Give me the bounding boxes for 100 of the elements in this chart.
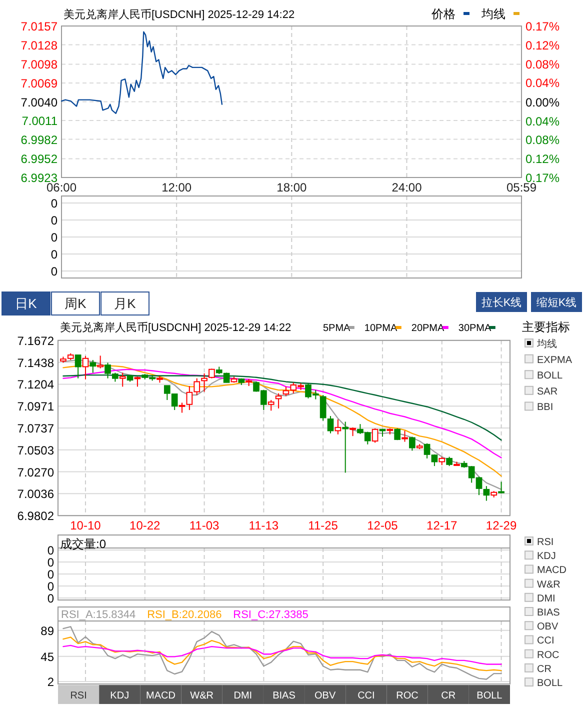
y-tick-label: 2 xyxy=(47,675,54,690)
tab: CCI xyxy=(346,685,387,704)
y-tick-label: 6.9952 xyxy=(20,152,58,166)
tab: RSI xyxy=(58,685,100,704)
text: 0 xyxy=(50,230,58,244)
y2-tick-label: 0.08% xyxy=(526,132,560,147)
candlestick xyxy=(275,392,282,409)
candlestick xyxy=(97,355,104,369)
text: KDJ xyxy=(537,551,556,562)
x-tick-label: 24:00 xyxy=(392,180,422,194)
y-tick-label: 7.0011 xyxy=(22,114,58,128)
y-tick-label: 6.9982 xyxy=(20,132,58,147)
candlestick xyxy=(268,399,274,412)
tab: MACD xyxy=(140,685,182,704)
y2-tick-label: 0.04% xyxy=(526,114,560,128)
line-series xyxy=(62,374,502,441)
text: BBI xyxy=(537,402,554,414)
text: SAR xyxy=(537,386,558,398)
line-series xyxy=(62,636,502,672)
legend-label: 5PMA xyxy=(323,323,351,334)
y2-tick-label: 0.12% xyxy=(526,38,560,53)
x-tick-label: 12:00 xyxy=(162,180,192,194)
y-tick-label: 7.0040 xyxy=(20,95,58,110)
candlestick xyxy=(334,418,342,435)
x-tick-label: 10-10 xyxy=(70,518,102,533)
candlestick xyxy=(342,421,349,474)
line-series xyxy=(62,626,502,680)
y-tick-label: 7.0270 xyxy=(17,465,54,480)
y-tick-label: 89 xyxy=(40,624,54,638)
y-tick-label: 7.0128 xyxy=(20,38,58,52)
candlestick xyxy=(82,356,89,380)
candlestick xyxy=(402,430,408,442)
candlestick xyxy=(409,436,416,452)
y-tick-label: 7.0098 xyxy=(20,58,58,72)
y-tick-label: 7.0503 xyxy=(17,443,54,458)
legend-label: 均线 xyxy=(480,7,506,21)
text: EXPMA xyxy=(537,354,572,366)
text: 0 xyxy=(50,264,58,278)
text: 0 xyxy=(47,580,54,594)
text: 0 xyxy=(47,592,54,606)
legend-label: 30PMA xyxy=(458,323,492,334)
candlestick xyxy=(134,376,141,388)
tab: 月K xyxy=(100,292,150,316)
text: OBV xyxy=(537,622,558,633)
text: RSI xyxy=(537,537,554,548)
candlestick xyxy=(498,481,504,494)
tab: DMI xyxy=(222,685,264,704)
chart-title: 美元兑离岸人民币[USDCNH] 2025-12-29 14:22 xyxy=(60,321,292,334)
candlestick xyxy=(320,394,326,422)
text: 均线 xyxy=(536,338,557,350)
text: 0 xyxy=(47,556,54,570)
text: MACD xyxy=(537,565,566,576)
x-tick-label: 18:00 xyxy=(276,180,307,194)
x-tick-label: 12-17 xyxy=(426,518,458,533)
y-tick-label: 7.0971 xyxy=(17,400,54,414)
tab: BIAS xyxy=(263,685,305,704)
y2-tick-label: 0.08% xyxy=(526,58,560,72)
candlestick xyxy=(208,368,215,379)
text: CCI xyxy=(537,636,554,647)
text: BOLL xyxy=(537,370,564,382)
y2-tick-label: 0.00% xyxy=(526,95,560,110)
candlestick xyxy=(446,456,452,467)
y-tick-label: 7.0737 xyxy=(17,422,54,436)
line-series xyxy=(62,644,502,665)
x-tick-label: 12-29 xyxy=(486,518,517,533)
x-tick-label: 12-05 xyxy=(367,518,398,533)
y2-tick-label: 0.12% xyxy=(526,152,560,166)
text: BIAS xyxy=(537,608,560,618)
legend-label: 10PMA xyxy=(364,323,398,334)
y2-tick-label: 0.04% xyxy=(526,76,560,90)
series-label: RSI_B:20.2086 xyxy=(147,609,222,621)
tab: KDJ xyxy=(99,685,140,704)
series-label: RSI_A:15.8344 xyxy=(61,609,136,621)
y-tick-label: 7.0036 xyxy=(17,487,54,502)
candlestick xyxy=(223,372,230,384)
text: ROC xyxy=(537,650,560,661)
legend-label: 20PMA xyxy=(411,323,445,334)
text: 成交量:0 xyxy=(60,537,106,551)
candlestick xyxy=(194,378,200,396)
text: 0 xyxy=(50,214,58,228)
text: 主要指标 xyxy=(522,320,570,334)
y2-tick-label: 0.17% xyxy=(526,20,560,34)
candlestick xyxy=(119,372,126,388)
candlestick xyxy=(74,354,82,379)
y-tick-label: 7.0157 xyxy=(20,20,58,34)
candlestick xyxy=(372,428,378,444)
text: 0 xyxy=(47,568,54,582)
tab: 周K xyxy=(51,292,100,316)
tab: OBV xyxy=(304,685,346,704)
text: CR xyxy=(537,664,552,675)
y-tick-label: 6.9802 xyxy=(17,509,54,524)
button: 缩短K线 xyxy=(531,292,582,312)
chart-title: 美元兑离岸人民币[USDCNH] 2025-12-29 14:22 xyxy=(64,8,295,21)
tab: BOLL xyxy=(468,685,510,704)
candlestick xyxy=(90,359,96,374)
y-tick-label: 45 xyxy=(40,650,54,664)
tab: CR xyxy=(428,685,469,704)
candlestick xyxy=(483,486,490,502)
y-tick-label: 7.1204 xyxy=(17,378,54,392)
tab: W&R xyxy=(181,685,222,704)
